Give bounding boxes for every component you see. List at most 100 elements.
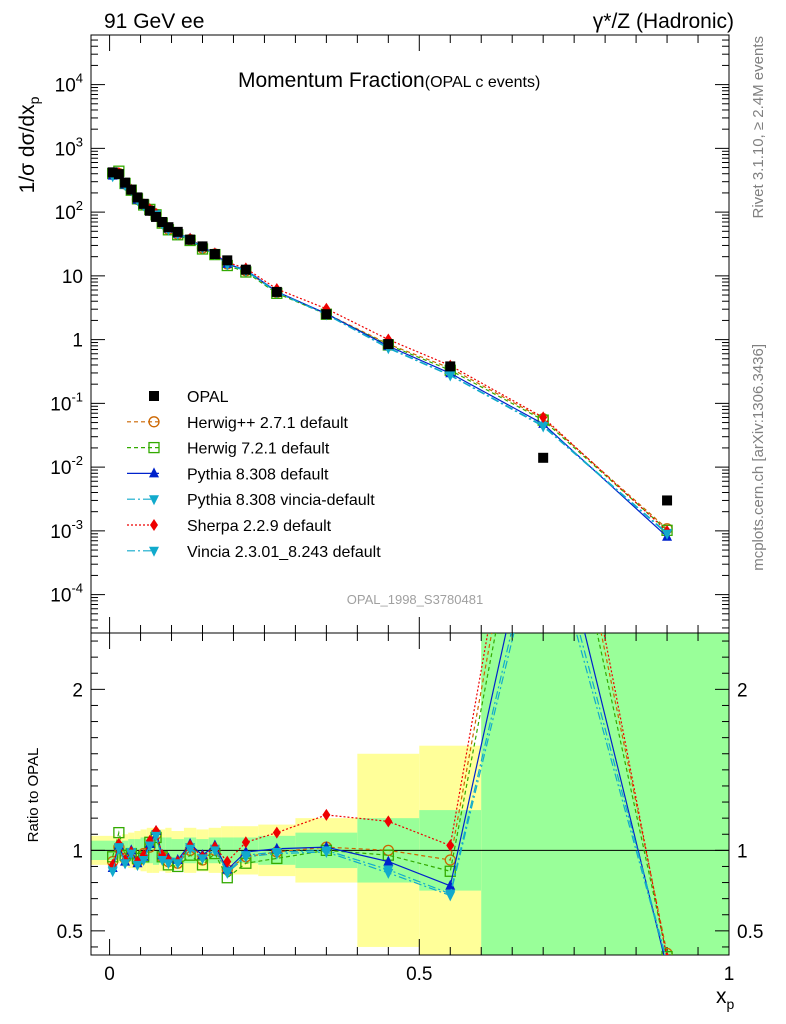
legend-marker-4 [149,495,159,506]
ratio-uncertainty-bands [91,633,729,955]
series-5-ratio-point [132,860,143,871]
chart-subtitle: (OPAL c events) [425,74,541,91]
y-tick-label: 10-2 [50,453,83,479]
series-5-main-point [662,529,673,540]
opal-data-point [144,205,155,216]
series-4-ratio-point [241,836,250,849]
opal-data-point [197,241,208,252]
opal-data-point [271,286,282,297]
y-axis-label-sub: p [26,96,42,104]
series-5-ratio-point [107,867,118,878]
legend-label-4: Pythia 8.308 vincia-default [187,492,375,509]
series-4-ratio-point [665,952,669,955]
legend-marker-2 [148,441,160,454]
series-5-ratio-point [222,868,233,879]
series-5-ratio-point [126,849,137,860]
series-1-main-line [112,170,668,531]
opal-data-point [383,339,394,350]
opal-data-point [157,216,168,227]
opal-data-point [185,234,196,245]
opal-data-point [151,211,162,222]
y-axis-label-main: 1/σ dσ/dx [16,104,39,193]
series-5-ratio-point [445,891,456,902]
x-tick-label: 0.5 [406,964,432,985]
x-axis-label-sub: p [727,996,735,1012]
series-4-ratio-point [223,855,232,868]
ratio-tick-label-right: 1 [737,841,748,862]
opal-data-point [662,495,673,506]
opal-data-point [132,192,143,203]
ratio-frame [90,632,730,956]
series-5-ratio-point [240,852,251,863]
x-axis-label: xp [716,985,735,1012]
opal-data-point [538,452,549,463]
header-right: γ*/Z (Hadronic) [593,10,734,33]
opal-data-point [120,177,131,188]
opal-data-point [222,255,233,266]
series-5-ratio-line [112,633,666,955]
series-5-ratio-point [138,856,149,867]
series-4-ratio-point [384,815,393,828]
x-tick-label: 1 [724,964,735,985]
series-2-ratio-point [445,879,456,890]
y-tick-label: 10-4 [50,581,83,607]
series-4-ratio-point [446,839,455,852]
opal-data-point [209,249,220,260]
legend-marker-5 [150,519,158,531]
series-5-main-point [538,422,549,433]
ratio-band-green [481,633,729,955]
opal-data-point [240,264,251,275]
ratio-tick-label-left: 0.5 [57,922,83,943]
legend-label-6: Vincia 2.3.01_8.243 default [187,544,381,561]
x-tick-label: 0 [104,964,115,985]
y-tick-label: 1 [72,331,83,352]
y-tick-label: 102 [55,198,83,224]
series-2-ratio-point [383,855,394,866]
series-0-ratio-point [444,854,456,866]
series-5-ratio-point [321,847,332,858]
opal-data-point [445,361,456,372]
legend-label-2: Herwig 7.2.1 default [187,441,330,458]
chart-title-main: Momentum Fraction [238,69,425,92]
opal-data-point [107,167,118,178]
x-axis-label-main: x [716,985,727,1008]
legend-marker-1 [148,416,160,428]
series-5-ratio-point [271,849,282,860]
series-5-ratio-point [172,859,183,870]
y-tick-label: 10-3 [50,517,83,543]
ratio-series [107,633,673,955]
legend-label-1: Herwig++ 2.7.1 default [187,415,349,432]
series-4-main-point [539,411,548,424]
series-4-ratio-line [112,633,668,955]
main-axes: 10-4 10-3 10-2 10-1 1 10 102 103 104 [50,34,730,634]
opal-data-point [113,169,124,180]
series-5-ratio-point [157,856,168,867]
y-tick-label: 103 [55,134,83,160]
series-5-ratio-point [383,868,394,879]
series-4-ratio-point [272,826,281,839]
series-5-ratio-point [163,859,174,870]
series-4-ratio-point [322,808,331,821]
ratio-tick-label-right: 2 [737,680,748,701]
series-5-ratio-point [113,843,124,854]
series-5-main-point [445,371,456,382]
series-5-ratio-point [185,844,196,855]
series-5-ratio-point [144,841,155,852]
chart-title: Momentum Fraction(OPAL c events) [238,69,540,92]
opal-data-point [172,226,183,237]
y-tick-label: 104 [55,71,83,97]
series-5-ratio-point [151,831,162,842]
analysis-tag: OPAL_1998_S3780481 [347,592,483,607]
series-5-ratio-point [209,846,220,857]
legend-label-5: Sherpa 2.2.9 default [187,518,332,535]
series-5-ratio-point [197,854,208,865]
ratio-tick-label-left: 1 [72,841,83,862]
series-2-ratio-line [112,633,665,955]
legend-marker-3 [149,467,159,478]
legend: OPAL Herwig++ 2.7.1 default Herwig 7.2.1 d… [127,389,381,561]
legend-marker-6 [149,546,159,557]
opal-data-point [138,198,149,209]
series-1-ratio-point [661,950,673,955]
mcplots-label: mcplots.cern.ch [arXiv:1306.3436] [750,344,767,571]
